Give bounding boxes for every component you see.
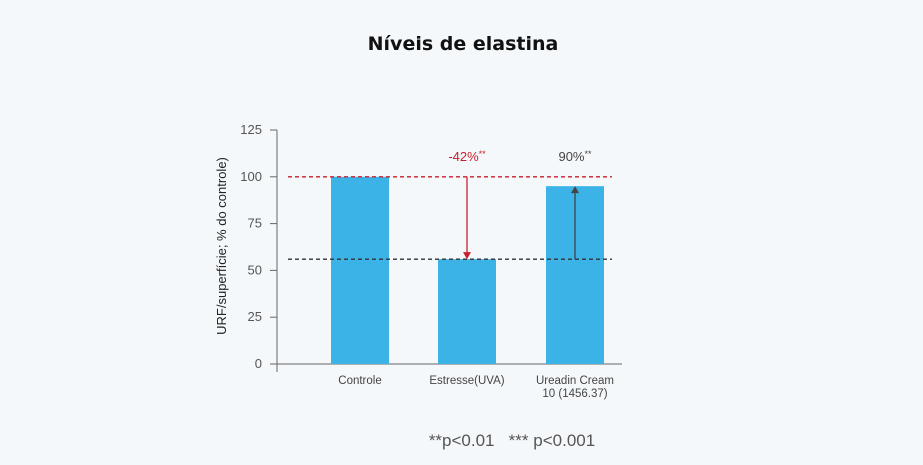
y-tick-label: 25 xyxy=(248,309,262,324)
y-tick-label: 0 xyxy=(255,356,262,371)
significance-footnote: **p<0.01 *** p<0.001 xyxy=(429,431,595,450)
x-category-label-3: Ureadin Cream 10 (1456.37) xyxy=(536,375,614,400)
x-category-label-1: Controle xyxy=(338,375,381,387)
y-tick-label: 100 xyxy=(240,169,262,184)
y-axis-label: URF/superfície; % do controle) xyxy=(214,157,229,335)
y-tick-label: 75 xyxy=(248,216,262,231)
bar-2 xyxy=(438,259,496,364)
chart-title: Níveis de elastina xyxy=(368,33,559,55)
arrow-head-2 xyxy=(571,186,579,194)
bar-1 xyxy=(331,176,389,364)
arrow-head-1 xyxy=(463,252,471,260)
x-category-label-2: Estresse(UVA) xyxy=(429,375,504,387)
change-label-1: -42%** xyxy=(448,149,486,164)
y-tick-label: 125 xyxy=(240,122,262,137)
change-label-2: 90%** xyxy=(558,149,592,164)
y-tick-label: 50 xyxy=(248,262,262,277)
